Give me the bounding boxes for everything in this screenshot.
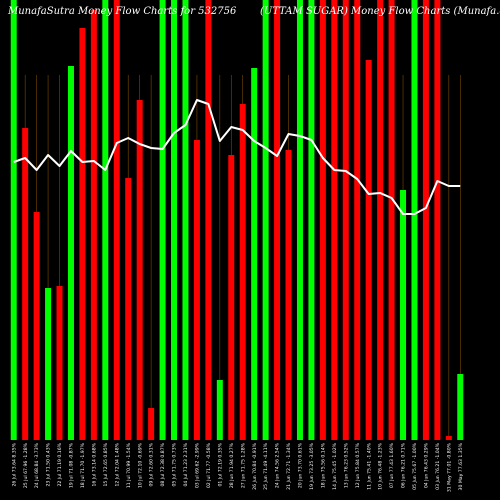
x-tick-label: 24 Jun 74.56 2.54%	[275, 442, 281, 488]
x-tick-label: 11 Jun 75.41 -1.40%	[366, 442, 372, 489]
x-tick-label: 15 Jul 72.65 0.85%	[103, 442, 109, 486]
money-flow-bar	[239, 104, 246, 440]
x-tick-label: 26 Jul 73.64 8.35%	[11, 442, 17, 486]
money-flow-bar	[400, 190, 407, 440]
tick-layer: 26 Jul 73.64 8.35% 25 Jul 67.96 -1.28% 24 …	[11, 442, 464, 492]
money-flow-bar	[388, 0, 395, 440]
money-flow-bar	[251, 68, 258, 440]
x-tick-label: 12 Jul 72.04 1.48%	[114, 442, 120, 486]
money-flow-bar	[56, 286, 63, 440]
x-tick-label: 19 Jul 71.08 -0.87%	[69, 442, 75, 488]
x-tick-label: 30 May 77.63 1.35%	[458, 442, 464, 490]
x-tick-label: 03 Jul 69.62 -2.99%	[195, 442, 201, 488]
x-tick-label: 22 Jul 71.19 0.16%	[57, 442, 63, 486]
money-flow-bar	[274, 0, 281, 440]
money-flow-bar	[33, 212, 40, 440]
money-flow-bar	[22, 128, 29, 440]
x-tick-label: 11 Jul 70.99 -1.54%	[126, 442, 132, 488]
money-flow-bar	[342, 0, 349, 440]
x-tick-label: 20 Jun 73.70 0.61%	[298, 442, 304, 488]
x-tick-label: 06 Jun 76.21 0.71%	[401, 442, 407, 488]
x-tick-label: 02 Jul 71.77 -0.58%	[206, 442, 212, 488]
x-tick-label: 14 Jun 75.45 -1.02%	[332, 442, 338, 489]
x-tick-label: 01 Jul 72.19 0.35%	[217, 442, 223, 486]
x-tick-label: 13 Jun 76.23 0.52%	[343, 442, 349, 488]
x-tick-label: 27 Jun 71.75 1.28%	[240, 442, 246, 488]
money-flow-bar	[45, 288, 52, 440]
money-flow-bar	[445, 436, 452, 440]
money-flow-bar	[296, 0, 303, 440]
price-line	[13, 99, 461, 215]
money-flow-bar	[262, 0, 269, 440]
x-tick-label: 05 Jul 71.75 0.73%	[172, 442, 178, 486]
money-flow-bar	[434, 0, 441, 440]
money-flow-bar	[365, 60, 372, 440]
money-flow-bar	[411, 0, 418, 440]
money-flow-bar	[228, 155, 235, 440]
x-tick-label: 28 Jun 71.94 0.27%	[229, 442, 235, 488]
line-layer	[13, 99, 461, 215]
x-tick-label: 26 Jun 70.84 -0.91%	[252, 442, 258, 489]
x-tick-label: 25 Jul 67.96 -1.28%	[23, 442, 29, 488]
x-tick-label: 21 Jun 72.71 -1.34%	[286, 442, 292, 489]
x-tick-label: 04 Jun 76.43 0.29%	[424, 442, 430, 488]
money-flow-bar	[125, 178, 132, 440]
money-flow-bar	[113, 0, 120, 440]
money-flow-bar	[79, 28, 86, 440]
x-tick-label: 05 Jun 75.67 -1.00%	[412, 442, 418, 489]
x-tick-label: 03 Jun 76.21 -1.04%	[435, 442, 441, 489]
x-tick-label: 18 Jul 71.70 -1.97%	[80, 442, 86, 488]
chart-title-right: (UTTAM SUGAR) Money Flow Charts (Munafa.…	[260, 6, 500, 17]
chart-title-left: MunafaSutra Money Flow Charts for 532756	[7, 6, 237, 17]
money-flow-bar	[171, 0, 178, 440]
x-tick-label: 16 Jul 73.14 0.68%	[91, 442, 97, 486]
x-tick-label: 25 Jun 71.49 -4.11%	[263, 442, 269, 489]
money-flow-bar	[308, 0, 315, 440]
money-flow-bar	[285, 150, 292, 440]
money-flow-bar	[354, 0, 361, 440]
x-tick-label: 31 May 77.01 -0.80%	[446, 442, 452, 492]
money-flow-bar	[67, 66, 74, 440]
money-flow-bar	[331, 0, 338, 440]
money-flow-bar	[10, 0, 17, 440]
x-tick-label: 23 Jul 71.50 0.43%	[46, 442, 52, 486]
money-flow-bar	[457, 374, 464, 440]
money-flow-bar	[319, 0, 326, 440]
x-tick-label: 24 Jul 68.84 -3.73%	[34, 442, 40, 488]
x-tick-label: 10 Jul 72.10 -0.69%	[137, 442, 143, 488]
money-flow-bar	[136, 100, 143, 440]
money-flow-bar	[159, 0, 166, 440]
bar-layer	[10, 0, 464, 440]
money-flow-bar	[205, 0, 212, 440]
x-tick-label: 19 Jun 73.25 -3.05%	[309, 442, 315, 489]
money-flow-bar	[216, 380, 223, 440]
money-flow-bar	[422, 0, 429, 440]
x-tick-label: 12 Jun 75.84 0.57%	[355, 442, 361, 488]
money-flow-bar	[102, 0, 109, 440]
money-flow-bar	[193, 140, 200, 440]
money-flow-bar	[377, 0, 384, 440]
x-tick-label: 08 Jul 72.38 0.87%	[160, 442, 166, 486]
money-flow-bar	[148, 408, 155, 440]
money-flow-bar	[90, 10, 97, 440]
x-tick-label: 10 Jun 76.48 -1.23%	[378, 442, 384, 489]
money-flow-bar	[182, 0, 189, 440]
x-tick-label: 09 Jul 72.60 0.31%	[149, 442, 155, 486]
x-tick-label: 07 Jun 77.43 1.60%	[389, 442, 395, 488]
x-tick-label: 04 Jul 71.23 2.31%	[183, 442, 189, 486]
x-tick-label: 18 Jun 75.56 0.14%	[320, 442, 326, 488]
